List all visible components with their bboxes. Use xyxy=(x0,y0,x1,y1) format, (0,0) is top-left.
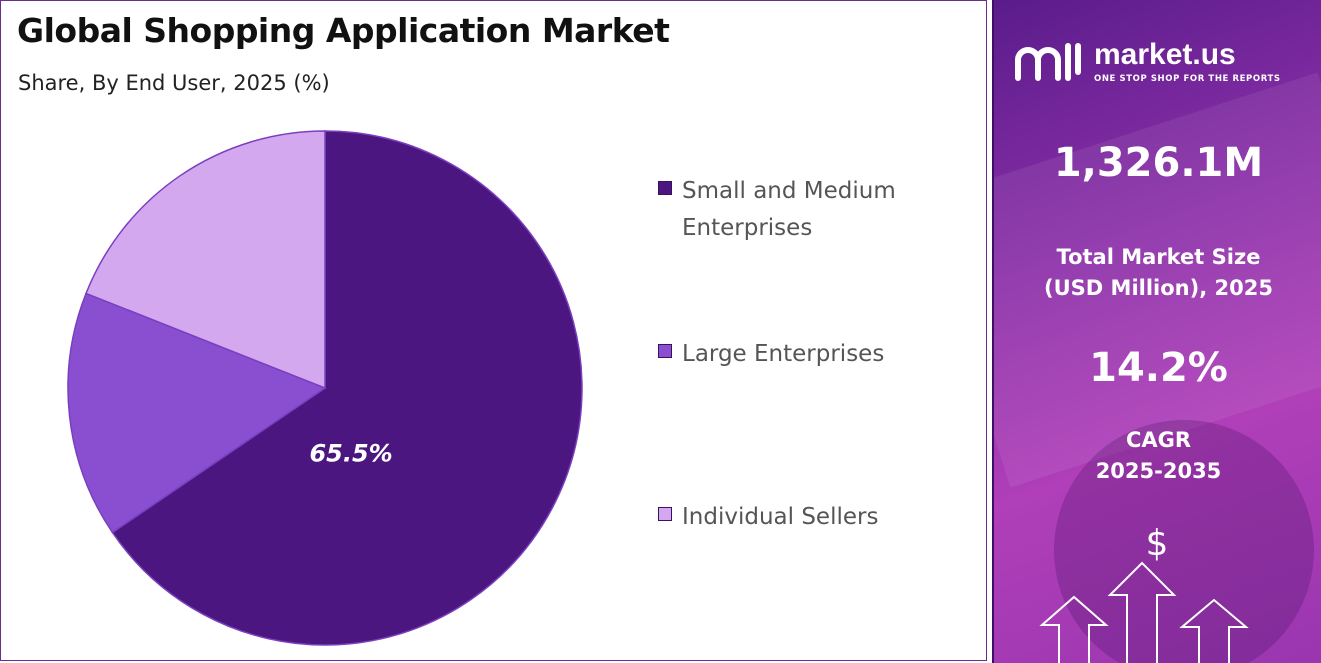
chart-legend: Small and Medium Enterprises Large Enter… xyxy=(658,173,978,543)
pie-slice-small-and-medium-enterprises xyxy=(111,130,583,646)
logo-tagline: ONE STOP SHOP FOR THE REPORTS xyxy=(1094,74,1281,84)
pie-chart: 65.5% xyxy=(67,130,583,646)
legend-item-small-medium-enterprises: Small and Medium Enterprises xyxy=(658,173,942,247)
pie-slice-large-enterprises xyxy=(67,292,327,534)
legend-label: Individual Sellers xyxy=(682,504,879,530)
legend-item-large-enterprises: Large Enterprises xyxy=(658,336,942,373)
legend-item-individual-sellers: Individual Sellers xyxy=(658,499,942,536)
cagr-caption-line2: 2025-2035 xyxy=(1095,459,1222,483)
chart-title: Global Shopping Application Market xyxy=(17,11,670,50)
market-size-caption-line2: (USD Million), 2025 xyxy=(1044,276,1273,300)
chart-panel: Global Shopping Application Market Share… xyxy=(0,0,987,661)
growth-arrows-icon: $ xyxy=(1039,523,1249,663)
market-size-value: 1,326.1M xyxy=(1053,140,1264,186)
cagr-caption-line1: CAGR xyxy=(1125,428,1192,452)
brand-logo[interactable]: market.us ONE STOP SHOP FOR THE REPORTS xyxy=(1014,38,1314,88)
chart-subtitle: Share, By End User, 2025 (%) xyxy=(18,71,330,95)
pie-slice-individual-sellers xyxy=(85,130,326,390)
legend-label: Large Enterprises xyxy=(682,341,885,367)
pie-data-label: 65.5% xyxy=(309,439,392,467)
legend-label: Small and Medium Enterprises xyxy=(682,178,896,241)
cagr-value: 14.2% xyxy=(1089,345,1228,391)
market-size-caption-line1: Total Market Size xyxy=(1056,245,1261,269)
legend-swatch xyxy=(658,507,672,521)
logo-name: market.us xyxy=(1094,38,1236,71)
market-us-logo-icon xyxy=(1015,43,1081,81)
summary-sidebar: market.us ONE STOP SHOP FOR THE REPORTS … xyxy=(992,0,1321,663)
legend-swatch xyxy=(658,344,672,358)
legend-swatch xyxy=(658,181,672,195)
dollar-sign-icon: $ xyxy=(1146,523,1169,564)
